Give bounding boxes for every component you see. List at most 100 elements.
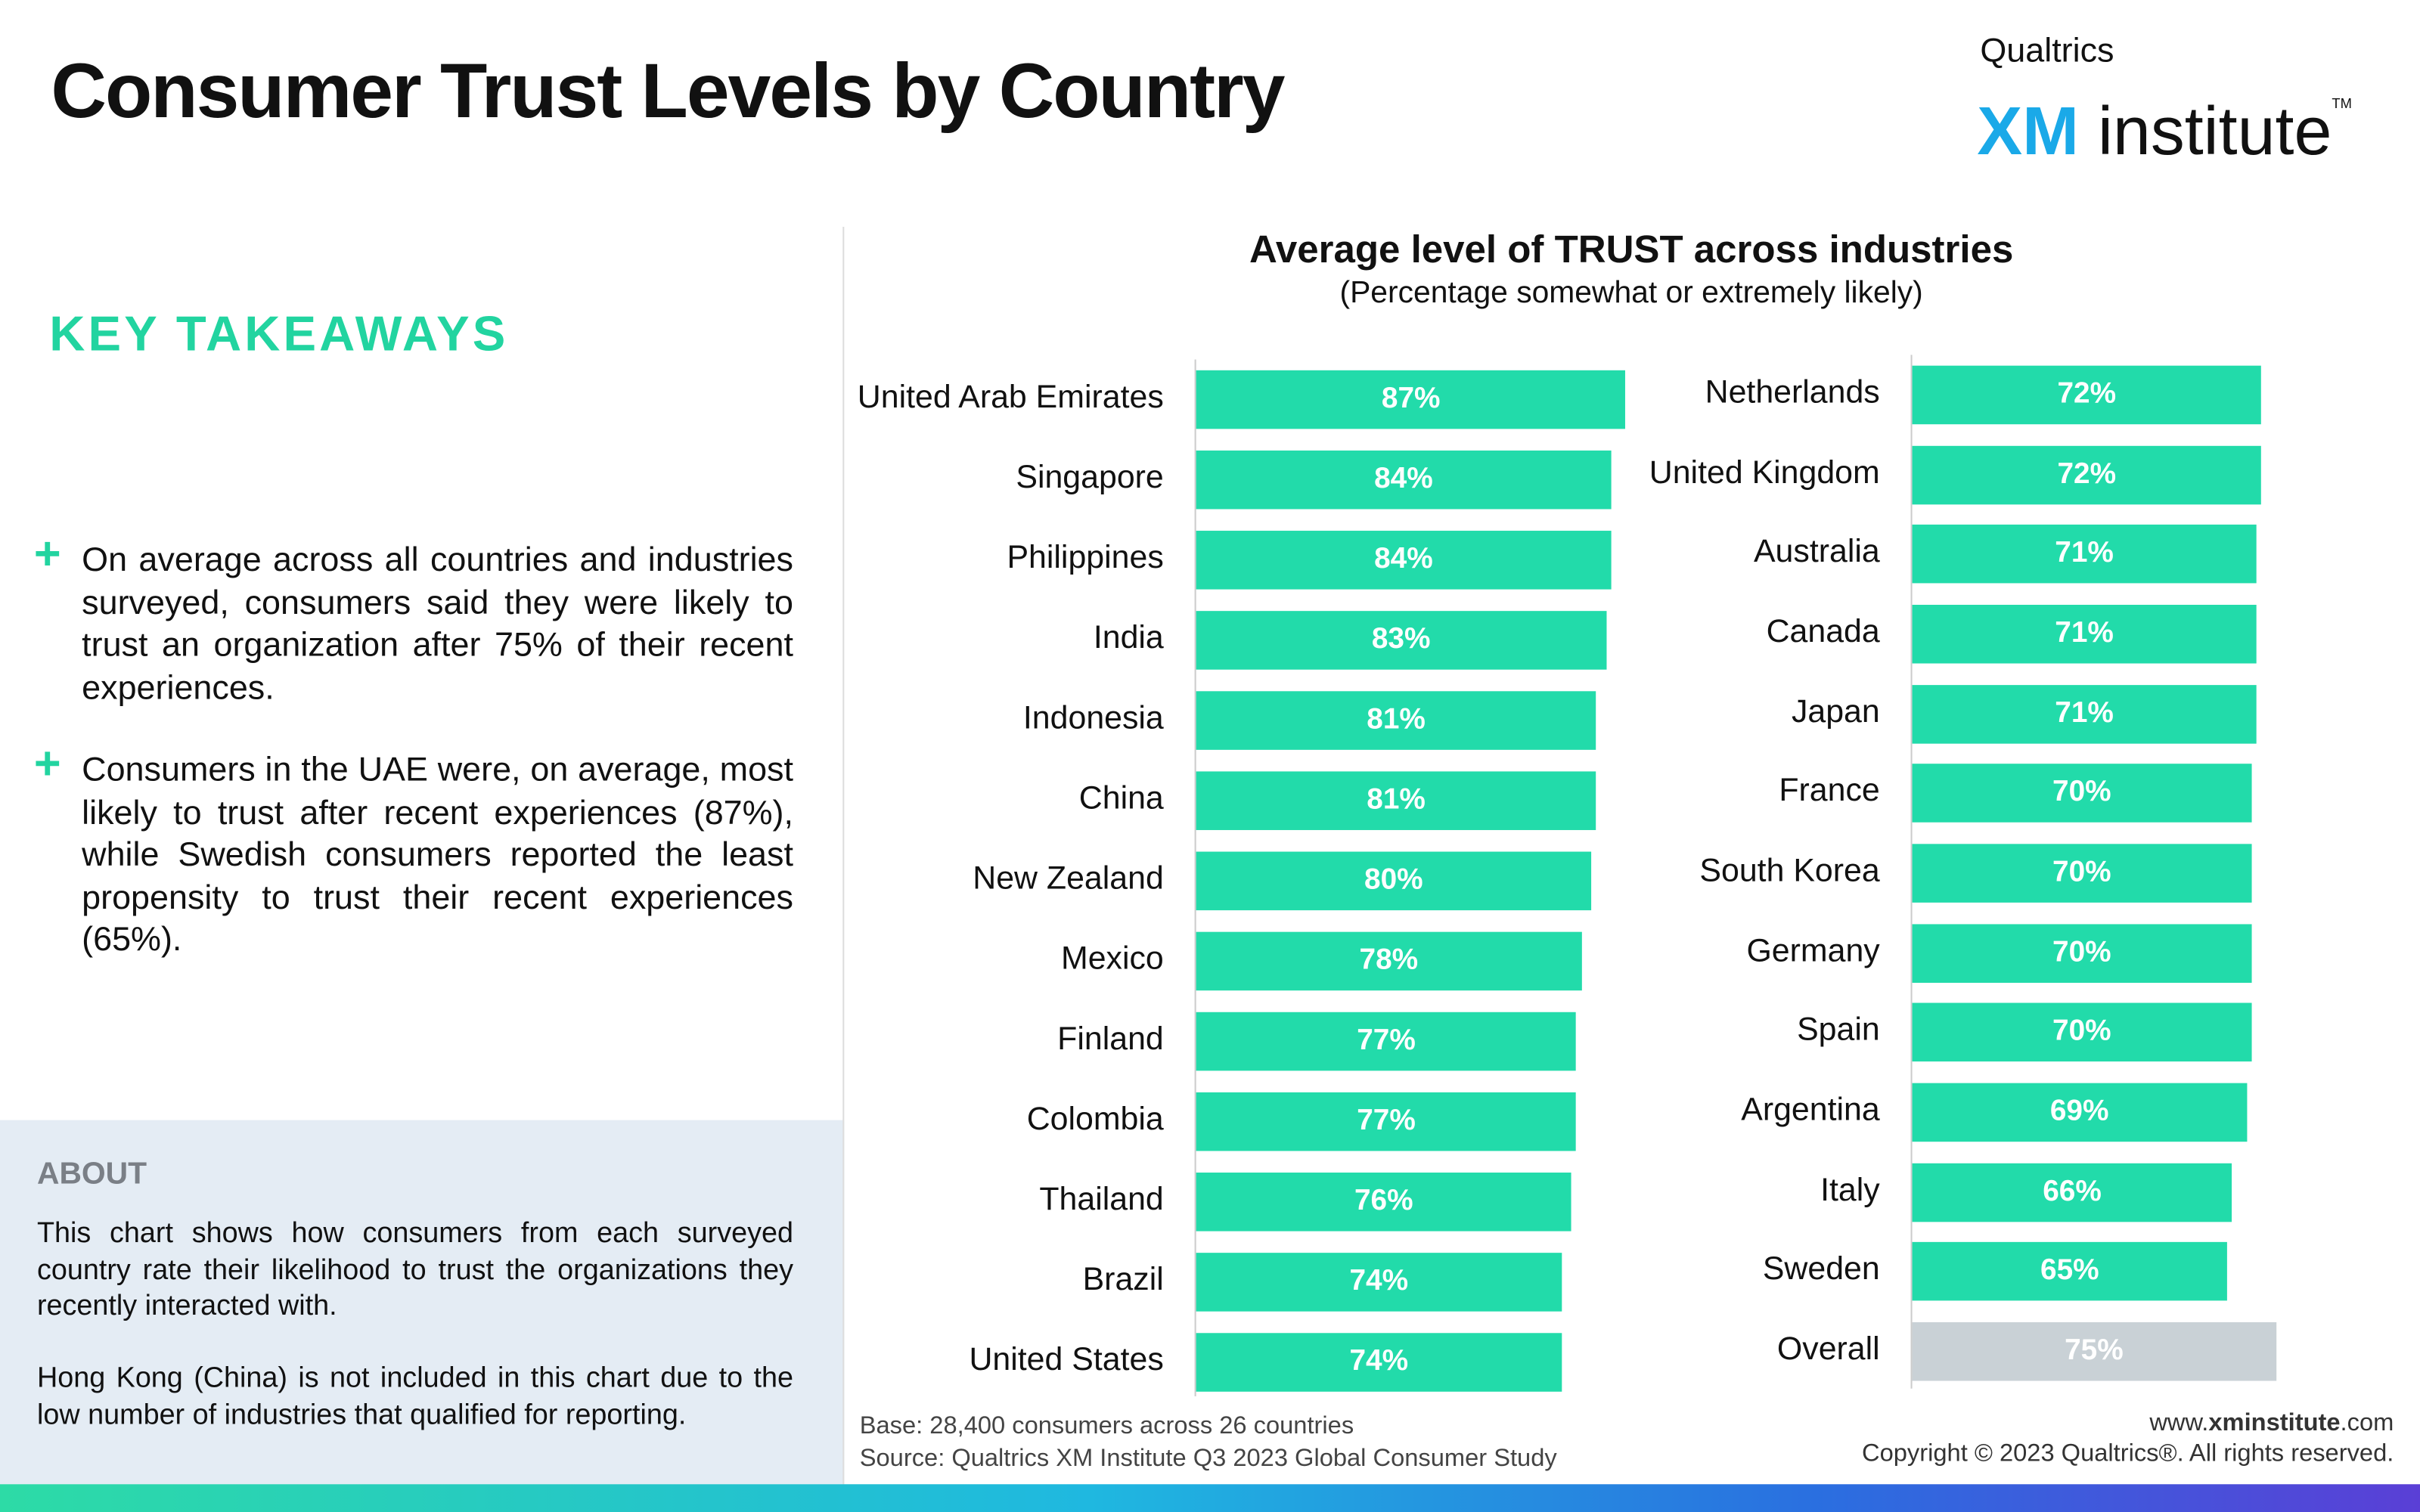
website-part: .com [2340, 1410, 2394, 1436]
category-label: Indonesia [1022, 700, 1164, 736]
value-label: 74% [1349, 1345, 1409, 1378]
bar [1196, 1253, 1562, 1312]
footer-base: Base: 28,400 consumers across 26 countri… [859, 1413, 1354, 1440]
value-label: 65% [2040, 1254, 2099, 1287]
bar [1912, 684, 2257, 744]
bar [1196, 851, 1592, 911]
bar [1196, 450, 1612, 510]
about-paragraph: Hong Kong (China) is not included in thi… [36, 1361, 793, 1430]
bar [1912, 923, 2252, 983]
bar [1912, 1083, 2247, 1142]
about-box [0, 1120, 845, 1485]
category-label: Philippines [1007, 540, 1164, 576]
bar [1912, 1003, 2252, 1062]
category-label: Brazil [1082, 1262, 1164, 1298]
category-label: Spain [1797, 1012, 1880, 1049]
value-label: 71% [2055, 617, 2114, 650]
category-label: United Arab Emirates [857, 380, 1164, 415]
value-label: 69% [2049, 1095, 2109, 1128]
about-heading: ABOUT [36, 1157, 147, 1191]
category-label: Japan [1791, 693, 1880, 730]
value-label: 83% [1371, 623, 1431, 656]
axis-line [1910, 355, 1913, 1389]
bar [1196, 771, 1596, 830]
value-label: 74% [1349, 1265, 1409, 1298]
value-label: 80% [1364, 863, 1423, 897]
category-label: Italy [1820, 1172, 1880, 1208]
value-label: 78% [1359, 943, 1419, 977]
bullet-icon: + [33, 529, 61, 581]
category-label: Singapore [1016, 460, 1164, 496]
category-label: China [1078, 780, 1164, 816]
category-label: Netherlands [1705, 374, 1880, 411]
bar [1196, 931, 1582, 991]
axis-line [1194, 359, 1196, 1396]
category-label: Germany [1746, 933, 1880, 968]
bottom-band [0, 1484, 2420, 1512]
takeaways-heading: KEY TAKEAWAYS [49, 305, 509, 361]
about-text: This chart shows how consumers from each… [37, 1214, 793, 1432]
logo-institute: institute [2097, 94, 2332, 170]
bar [1196, 1012, 1577, 1071]
bar [1196, 1092, 1577, 1151]
bar [1912, 605, 2257, 664]
takeaway: On average across all countries and indu… [82, 540, 793, 706]
bar [1912, 764, 2252, 823]
category-label: France [1779, 773, 1880, 810]
category-label: Thailand [1039, 1182, 1164, 1218]
value-label: 66% [2043, 1175, 2102, 1208]
chart-subtitle: (Percentage somewhat or extremely likely… [1339, 276, 1923, 311]
category-label: Finland [1057, 1021, 1164, 1057]
bar [1912, 844, 2252, 903]
website-part: xminstitute [2208, 1410, 2341, 1436]
bar [1196, 611, 1606, 670]
value-label: 81% [1367, 703, 1426, 736]
bar [1912, 365, 2261, 425]
category-label: Mexico [1060, 940, 1164, 977]
value-label: 70% [2052, 856, 2111, 889]
bar [1912, 525, 2257, 584]
category-label: South Korea [1699, 853, 1880, 889]
divider [842, 227, 845, 1485]
category-label: Canada [1766, 614, 1880, 650]
about-paragraph: This chart shows how consumers from each… [36, 1216, 793, 1321]
logo: XM instituteTM [1977, 65, 2352, 172]
value-label: 77% [1357, 1024, 1416, 1057]
footer-website: www.xminstitute.com [2149, 1410, 2394, 1438]
bar [1196, 531, 1612, 590]
category-label: Colombia [1026, 1101, 1164, 1138]
value-label: 87% [1381, 383, 1441, 415]
bar [1196, 370, 1626, 429]
value-label: 84% [1374, 463, 1433, 496]
bar [1196, 1333, 1562, 1392]
page-title: Consumer Trust Levels by Country [51, 48, 1285, 135]
bar [1912, 1322, 2276, 1381]
value-label: 72% [2057, 457, 2117, 491]
value-label: 81% [1367, 783, 1426, 816]
bar [1912, 1242, 2228, 1302]
category-label: United Kingdom [1649, 454, 1880, 491]
category-label: United States [969, 1342, 1164, 1378]
value-label: 76% [1354, 1185, 1413, 1218]
value-label: 70% [2052, 776, 2111, 810]
bar [1912, 445, 2261, 504]
value-label: 71% [2055, 537, 2114, 570]
footer-copyright: Copyright © 2023 Qualtrics®. All rights … [1862, 1441, 2394, 1467]
value-label: 84% [1374, 543, 1433, 576]
category-label: Overall [1776, 1331, 1880, 1368]
category-label: New Zealand [973, 860, 1164, 897]
logo-xm: XM [1977, 94, 2079, 170]
value-label: 70% [2052, 1015, 2111, 1049]
value-label: 75% [2065, 1334, 2124, 1368]
category-label: Argentina [1741, 1092, 1880, 1128]
value-label: 70% [2052, 936, 2111, 968]
chart-title: Average level of TRUST across industries [1249, 228, 2014, 272]
category-label: India [1093, 620, 1164, 656]
bar [1912, 1163, 2232, 1222]
value-label: 71% [2055, 696, 2114, 730]
bullet-icon: + [33, 739, 61, 790]
footer-source: Source: Qualtrics XM Institute Q3 2023 G… [859, 1445, 1557, 1472]
takeaway: Consumers in the UAE were, on average, m… [82, 749, 793, 959]
bar [1196, 691, 1596, 750]
